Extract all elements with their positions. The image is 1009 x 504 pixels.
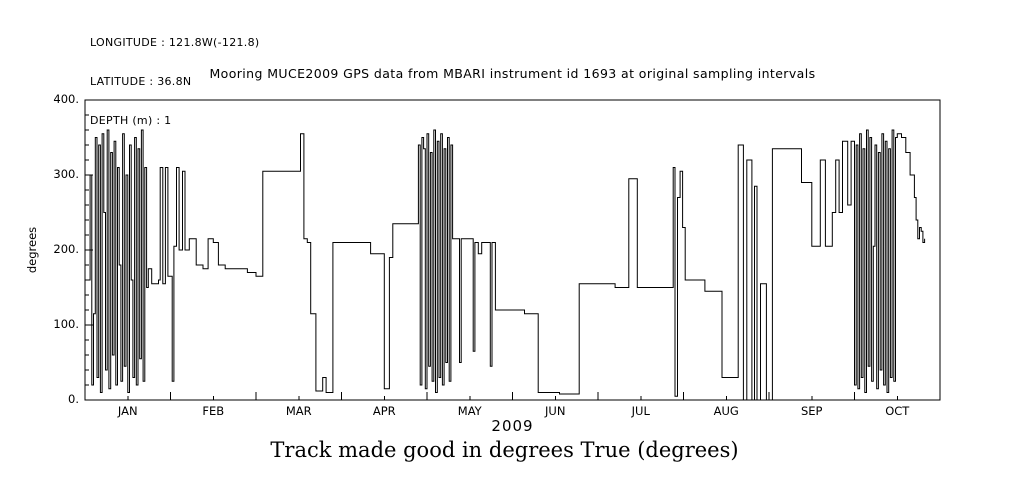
x-tick-label: MAR [285, 404, 312, 418]
axis-box [84, 99, 941, 401]
header-metadata: LONGITUDE : 121.8W(-121.8) LATITUDE : 36… [90, 10, 260, 153]
data-line [88, 129, 926, 401]
x-tick-label: SEP [800, 404, 823, 418]
chart-title: Mooring MUCE2009 GPS data from MBARI ins… [209, 66, 816, 81]
latitude-label: LATITUDE : 36.8N [90, 75, 192, 88]
x-tick-label: JUL [631, 404, 650, 418]
x-tick-label: JAN [117, 404, 138, 418]
x-tick-label: MAY [457, 404, 482, 418]
y-tick-label: 300. [53, 167, 79, 181]
y-tick-label: 200. [53, 242, 79, 256]
depth-label: DEPTH (m) : 1 [90, 114, 172, 127]
x-tick-label: OCT [885, 404, 910, 418]
y-tick-label: 100. [53, 317, 79, 331]
x-axis-year-label: 2009 [491, 417, 534, 435]
longitude-label: LONGITUDE : 121.8W(-121.8) [90, 36, 260, 49]
x-tick-label: AUG [713, 404, 739, 418]
y-tick-label: 0. [68, 392, 79, 406]
x-tick-label: APR [372, 404, 396, 418]
x-tick-label: FEB [202, 404, 225, 418]
figure-caption: Track made good in degrees True (degrees… [270, 438, 739, 462]
y-tick-label: 400. [53, 92, 79, 106]
x-tick-label: JUN [545, 404, 566, 418]
